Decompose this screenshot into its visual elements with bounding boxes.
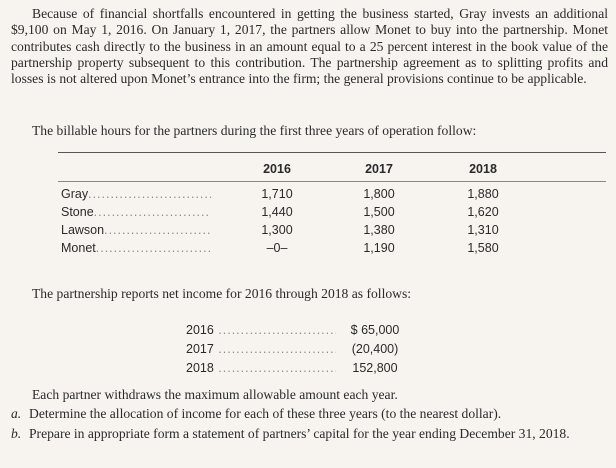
hours-cell: 1,190 <box>363 241 395 255</box>
table-row: Stone.................................. … <box>0 205 616 223</box>
hours-cell: 1,620 <box>467 205 499 219</box>
question-label: a. <box>11 406 22 421</box>
question-text: Prepare in appropriate form a statement … <box>29 426 570 441</box>
column-header-2017: 2017 <box>365 162 393 176</box>
table-row: Monet.................................. … <box>0 241 616 259</box>
income-row: 2017 .................................. … <box>0 342 616 360</box>
question-a: a. Determine the allocation of income fo… <box>11 406 608 424</box>
hours-intro: The billable hours for the partners duri… <box>32 123 477 138</box>
partner-name-cell: Gray.................................. <box>61 187 211 201</box>
question-b: b. Prepare in appropriate form a stateme… <box>11 426 608 462</box>
table-row: Lawson..................................… <box>0 223 616 241</box>
hours-cell: 1,440 <box>261 205 293 219</box>
income-row: 2018 .................................. … <box>0 361 616 379</box>
table-header-rule <box>58 181 606 182</box>
column-header-2016: 2016 <box>263 162 291 176</box>
question-text: Determine the allocation of income for e… <box>29 406 502 421</box>
income-year-cell: 2016 .................................. <box>186 323 336 337</box>
hours-cell: 1,300 <box>261 223 293 237</box>
hours-cell: 1,310 <box>467 223 499 237</box>
income-intro: The partnership reports net income for 2… <box>32 286 412 301</box>
hours-cell: 1,880 <box>467 187 499 201</box>
table-top-rule <box>58 152 606 153</box>
column-header-2018: 2018 <box>469 162 497 176</box>
partner-name-cell: Stone.................................. <box>61 205 211 219</box>
hours-cell: 1,800 <box>363 187 395 201</box>
partner-name-cell: Monet.................................. <box>61 241 211 255</box>
hours-cell: 1,500 <box>363 205 395 219</box>
withdrawals-note: Each partner withdraws the maximum allow… <box>32 387 398 402</box>
income-row: 2016 .................................. … <box>0 323 616 341</box>
hours-cell: 1,580 <box>467 241 499 255</box>
question-label: b. <box>11 426 22 441</box>
hours-cell: 1,710 <box>261 187 293 201</box>
income-amount: 152,800 <box>352 361 398 375</box>
income-year-cell: 2018 .................................. <box>186 361 336 375</box>
table-row: Gray.................................. 1… <box>0 187 616 205</box>
hours-cell: –0– <box>266 241 288 255</box>
income-amount: $ 65,000 <box>350 323 400 337</box>
hours-cell: 1,380 <box>363 223 395 237</box>
intro-paragraph: Because of financial shortfalls encounte… <box>11 6 608 87</box>
partner-name-cell: Lawson.................................. <box>61 223 211 237</box>
income-year-cell: 2017 .................................. <box>186 342 336 356</box>
income-amount: (20,400) <box>351 342 399 356</box>
